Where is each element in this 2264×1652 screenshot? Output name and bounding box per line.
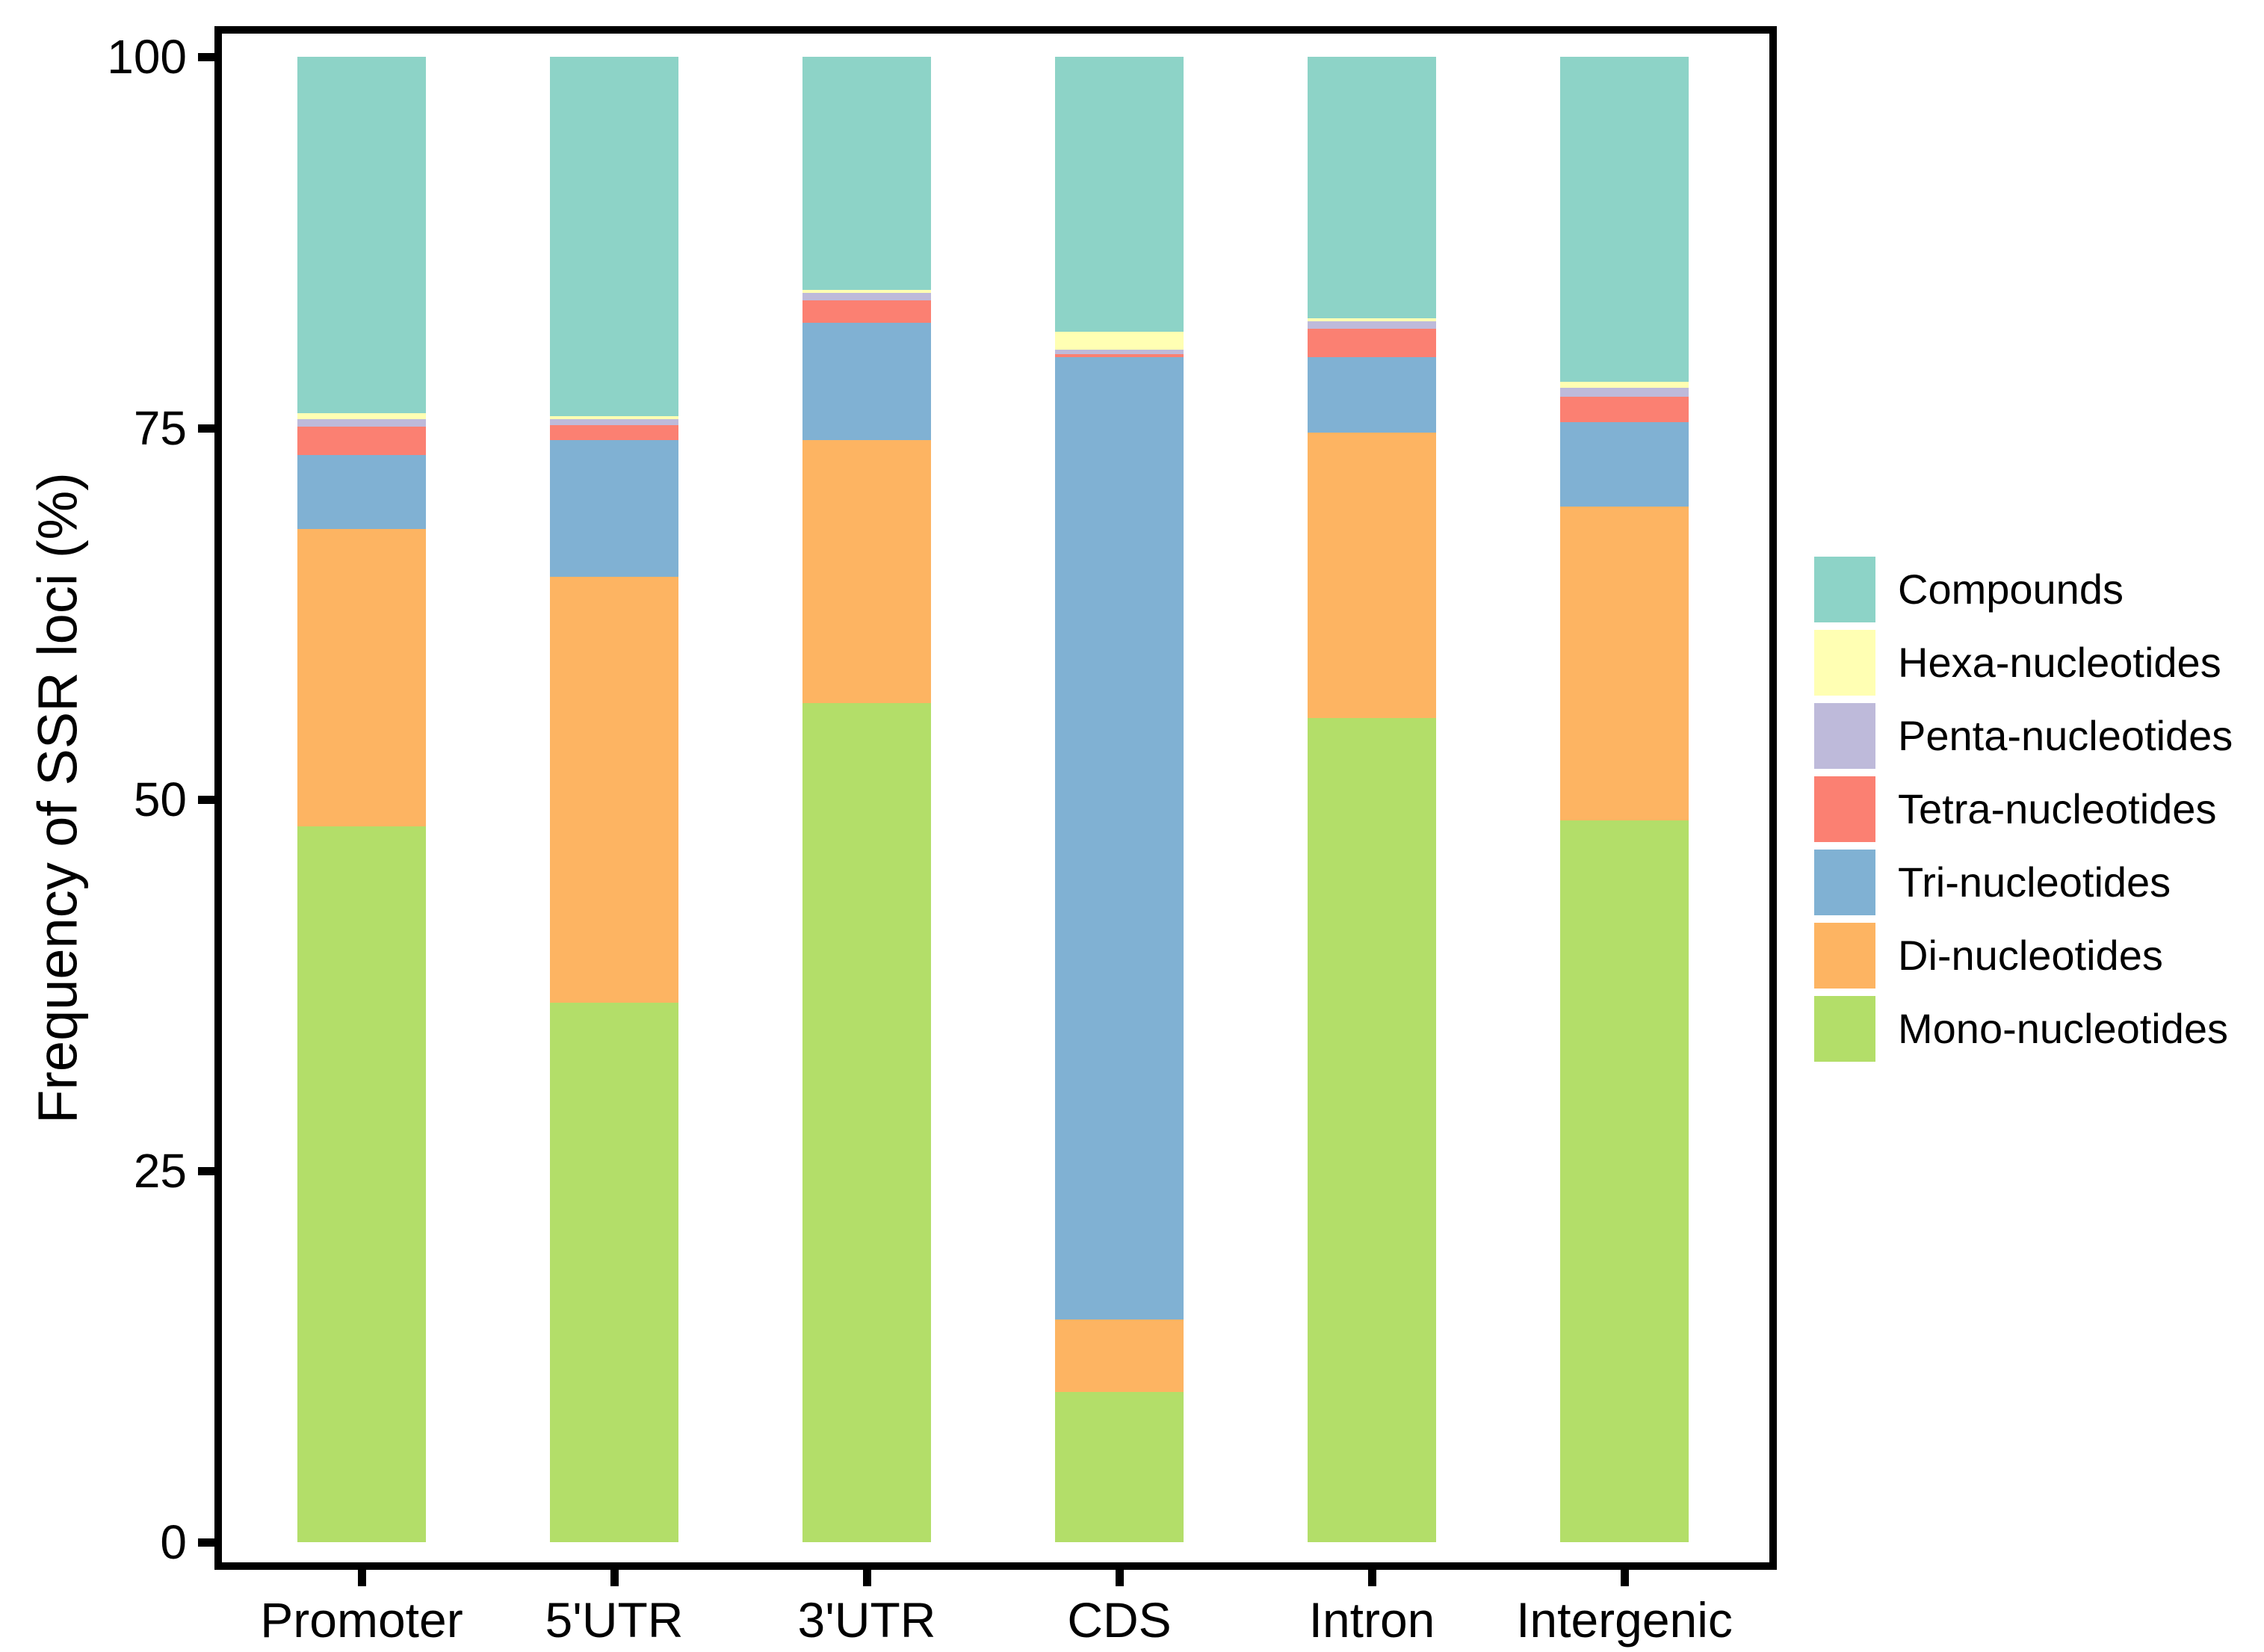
legend-swatch-penta-nucleotides [1814, 703, 1875, 769]
legend-item-mono-nucleotides: Mono-nucleotides [1814, 996, 2233, 1062]
segment-3-utr-di-nucleotides [802, 439, 931, 703]
x-tick-intron [1367, 1570, 1376, 1586]
x-label-intron: Intron [1308, 1592, 1435, 1648]
y-tick-100 [198, 52, 214, 61]
segment-3-utr-tri-nucleotides [802, 322, 931, 440]
bar-intergenic [1560, 57, 1689, 1542]
segment-promoter-tri-nucleotides [297, 454, 426, 530]
y-tick-0 [198, 1538, 214, 1547]
legend-swatch-tetra-nucleotides [1814, 776, 1875, 842]
legend-swatch-hexa-nucleotides [1814, 630, 1875, 696]
legend-swatch-mono-nucleotides [1814, 996, 1875, 1062]
segment-cds-penta-nucleotides [1055, 349, 1184, 354]
segment-intron-tri-nucleotides [1308, 356, 1436, 433]
segment-promoter-di-nucleotides [297, 529, 426, 826]
x-label-promoter: Promoter [260, 1592, 463, 1648]
bar-3-utr [802, 57, 931, 1542]
segment-3-utr-compounds [802, 57, 931, 291]
legend-item-penta-nucleotides: Penta-nucleotides [1814, 703, 2233, 769]
legend-swatch-compounds [1814, 557, 1875, 622]
y-tick-50 [198, 795, 214, 804]
segment-cds-hexa-nucleotides [1055, 331, 1184, 350]
y-tick-label-75: 75 [133, 401, 187, 455]
segment-cds-di-nucleotides [1055, 1319, 1184, 1393]
legend-label-tetra-nucleotides: Tetra-nucleotides [1898, 785, 2217, 832]
x-tick-intergenic [1620, 1570, 1629, 1586]
segment-intergenic-hexa-nucleotides [1560, 382, 1689, 389]
x-tick-5-utr [610, 1570, 619, 1586]
legend-item-hexa-nucleotides: Hexa-nucleotides [1814, 630, 2233, 696]
segment-5-utr-tetra-nucleotides [550, 425, 678, 440]
segment-intergenic-tri-nucleotides [1560, 422, 1689, 507]
segment-intron-di-nucleotides [1308, 432, 1436, 718]
segment-promoter-penta-nucleotides [297, 419, 426, 427]
segment-promoter-hexa-nucleotides [297, 413, 426, 420]
segment-5-utr-tri-nucleotides [550, 439, 678, 577]
x-label-cds: CDS [1067, 1592, 1172, 1648]
segment-5-utr-hexa-nucleotides [550, 416, 678, 420]
y-tick-75 [198, 424, 214, 433]
x-label-5-utr: 5'UTR [545, 1592, 684, 1648]
segment-intron-mono-nucleotides [1308, 717, 1436, 1542]
x-tick-promoter [357, 1570, 366, 1586]
x-label-3-utr: 3'UTR [797, 1592, 936, 1648]
legend-label-compounds: Compounds [1898, 566, 2124, 613]
legend-item-compounds: Compounds [1814, 557, 2233, 622]
legend-label-di-nucleotides: Di-nucleotides [1898, 932, 2163, 979]
bar-promoter [297, 57, 426, 1542]
x-tick-3-utr [862, 1570, 871, 1586]
segment-cds-mono-nucleotides [1055, 1392, 1184, 1542]
segment-3-utr-mono-nucleotides [802, 702, 931, 1542]
segment-intergenic-di-nucleotides [1560, 507, 1689, 820]
legend-label-tri-nucleotides: Tri-nucleotides [1898, 859, 2171, 906]
segment-promoter-tetra-nucleotides [297, 427, 426, 455]
segment-intergenic-penta-nucleotides [1560, 388, 1689, 397]
y-tick-label-25: 25 [133, 1144, 187, 1198]
legend-swatch-tri-nucleotides [1814, 850, 1875, 915]
segment-5-utr-mono-nucleotides [550, 1003, 678, 1542]
segment-intron-tetra-nucleotides [1308, 328, 1436, 357]
segment-5-utr-compounds [550, 57, 678, 417]
legend: Compounds Hexa-nucleotides Penta-nucleotid… [1814, 557, 2233, 1062]
bar-intron [1308, 57, 1436, 1542]
bar-cds [1055, 57, 1184, 1542]
y-tick-25 [198, 1166, 214, 1175]
segment-intron-penta-nucleotides [1308, 321, 1436, 329]
segment-3-utr-tetra-nucleotides [802, 300, 931, 323]
y-tick-label-50: 50 [133, 773, 187, 826]
segment-3-utr-penta-nucleotides [802, 293, 931, 301]
segment-intergenic-mono-nucleotides [1560, 820, 1689, 1542]
segment-5-utr-penta-nucleotides [550, 419, 678, 426]
segment-intergenic-compounds [1560, 57, 1689, 383]
legend-item-tri-nucleotides: Tri-nucleotides [1814, 850, 2233, 915]
segment-intergenic-tetra-nucleotides [1560, 397, 1689, 423]
segment-promoter-compounds [297, 57, 426, 414]
segment-cds-tetra-nucleotides [1055, 353, 1184, 357]
segment-intron-compounds [1308, 57, 1436, 318]
y-tick-label-100: 100 [107, 30, 187, 84]
bar-5-utr [550, 57, 678, 1542]
plot-panel [214, 26, 1777, 1570]
segment-cds-compounds [1055, 57, 1184, 332]
segment-3-utr-hexa-nucleotides [802, 290, 931, 294]
x-tick-cds [1115, 1570, 1124, 1586]
legend-label-mono-nucleotides: Mono-nucleotides [1898, 1005, 2229, 1052]
segment-promoter-mono-nucleotides [297, 826, 426, 1542]
segment-intron-hexa-nucleotides [1308, 318, 1436, 321]
legend-label-penta-nucleotides: Penta-nucleotides [1898, 712, 2233, 759]
segment-5-utr-di-nucleotides [550, 576, 678, 1003]
y-tick-label-0: 0 [160, 1515, 187, 1569]
x-label-intergenic: Intergenic [1516, 1592, 1733, 1648]
legend-item-di-nucleotides: Di-nucleotides [1814, 923, 2233, 989]
legend-item-tetra-nucleotides: Tetra-nucleotides [1814, 776, 2233, 842]
legend-label-hexa-nucleotides: Hexa-nucleotides [1898, 639, 2221, 686]
legend-swatch-di-nucleotides [1814, 923, 1875, 989]
segment-cds-tri-nucleotides [1055, 356, 1184, 1320]
